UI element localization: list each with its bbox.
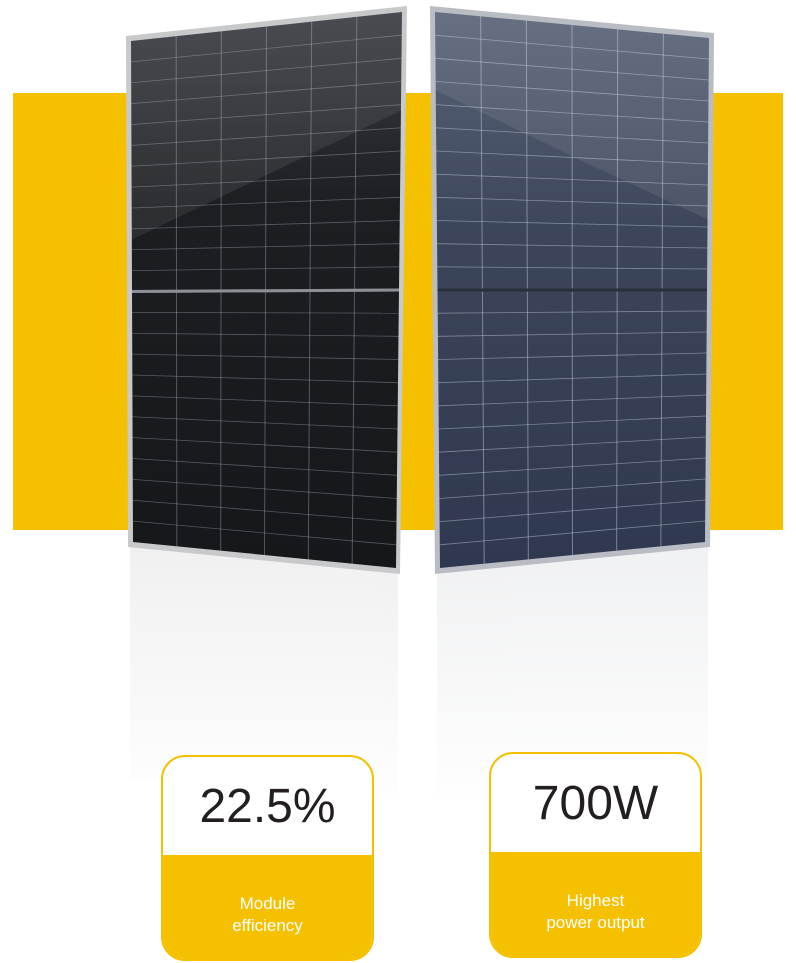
- stat-label: Module efficiency: [163, 855, 372, 959]
- stat-card: 700W Highest power output: [489, 752, 702, 958]
- cell-line: [132, 290, 399, 292]
- stat-value: 700W: [491, 754, 700, 852]
- stat-label-line: efficiency: [163, 915, 372, 937]
- stat-card: 22.5% Module efficiency: [161, 755, 374, 961]
- stat-value: 22.5%: [163, 757, 372, 855]
- stat-label-line: Highest: [491, 890, 700, 912]
- stat-label: Highest power output: [491, 852, 700, 956]
- stat-label-line: Module: [163, 893, 372, 915]
- stat-label-line: power output: [491, 912, 700, 934]
- page: 22.5% Module efficiency 700W Highest pow…: [0, 0, 796, 963]
